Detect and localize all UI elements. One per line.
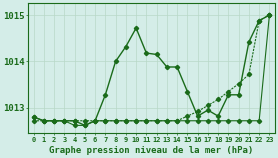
X-axis label: Graphe pression niveau de la mer (hPa): Graphe pression niveau de la mer (hPa) [49, 146, 254, 155]
